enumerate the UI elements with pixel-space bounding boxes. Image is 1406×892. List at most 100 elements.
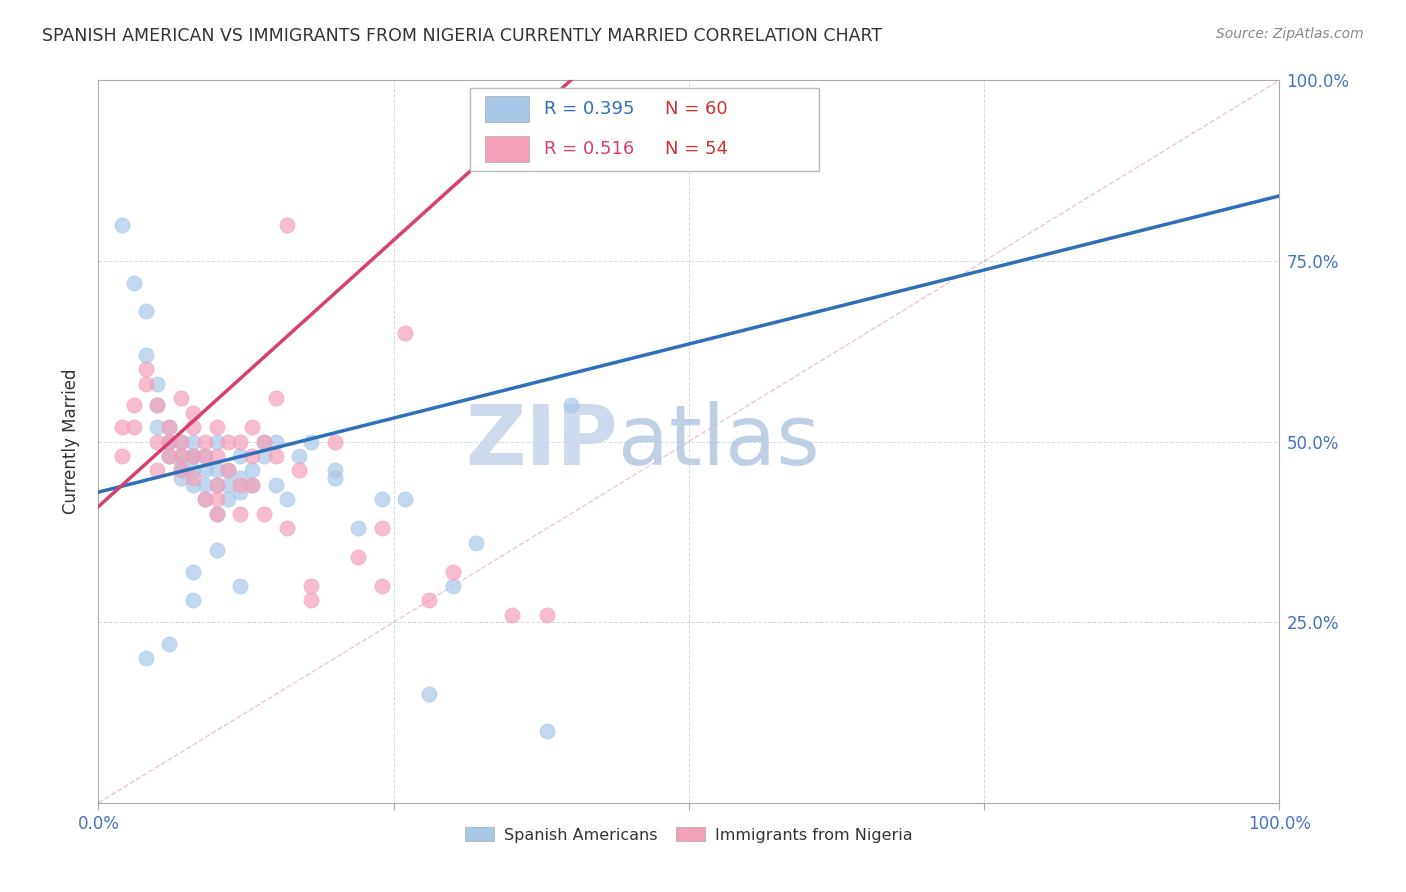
Point — [229, 507, 252, 521]
Text: ZIP: ZIP — [465, 401, 619, 482]
Point — [253, 434, 276, 449]
Point — [194, 492, 217, 507]
Point — [240, 449, 263, 463]
Point — [205, 478, 228, 492]
Point — [276, 218, 298, 232]
Point — [170, 449, 193, 463]
Text: R = 0.395: R = 0.395 — [544, 100, 634, 118]
Point — [347, 550, 370, 565]
Point — [205, 492, 228, 507]
Bar — [485, 95, 530, 122]
Point — [194, 434, 217, 449]
Y-axis label: Currently Married: Currently Married — [62, 368, 80, 515]
Point — [146, 463, 169, 477]
Point — [253, 434, 276, 449]
Point — [194, 478, 217, 492]
Point — [194, 449, 217, 463]
Point — [371, 521, 394, 535]
Point — [135, 362, 157, 376]
Point — [264, 449, 287, 463]
Point — [441, 579, 464, 593]
Point — [181, 406, 204, 420]
Point — [240, 478, 263, 492]
Point — [170, 463, 193, 477]
Point — [229, 449, 252, 463]
Text: SPANISH AMERICAN VS IMMIGRANTS FROM NIGERIA CURRENTLY MARRIED CORRELATION CHART: SPANISH AMERICAN VS IMMIGRANTS FROM NIGE… — [42, 27, 883, 45]
Text: R = 0.516: R = 0.516 — [544, 140, 634, 158]
Point — [217, 463, 239, 477]
Point — [157, 434, 180, 449]
Point — [146, 376, 169, 391]
Point — [111, 420, 134, 434]
Text: atlas: atlas — [619, 401, 820, 482]
Point — [536, 723, 558, 738]
Point — [299, 434, 322, 449]
Text: N = 54: N = 54 — [665, 140, 728, 158]
Point — [205, 434, 228, 449]
Point — [205, 542, 228, 557]
Point — [170, 463, 193, 477]
Point — [229, 478, 252, 492]
Point — [205, 420, 228, 434]
Point — [157, 449, 180, 463]
Point — [501, 607, 523, 622]
Point — [181, 449, 204, 463]
Point — [323, 470, 346, 484]
Point — [181, 449, 204, 463]
Point — [441, 565, 464, 579]
Point — [229, 579, 252, 593]
Point — [181, 593, 204, 607]
Point — [560, 398, 582, 412]
Point — [181, 463, 204, 477]
Text: Source: ZipAtlas.com: Source: ZipAtlas.com — [1216, 27, 1364, 41]
Point — [394, 326, 416, 340]
Point — [170, 456, 193, 470]
Point — [181, 478, 204, 492]
Point — [194, 449, 217, 463]
Point — [536, 607, 558, 622]
Point — [205, 463, 228, 477]
Point — [157, 449, 180, 463]
Point — [122, 276, 145, 290]
Point — [418, 687, 440, 701]
Point — [181, 470, 204, 484]
Point — [157, 434, 180, 449]
Point — [181, 420, 204, 434]
Point — [194, 492, 217, 507]
Point — [111, 449, 134, 463]
Point — [217, 478, 239, 492]
Point — [217, 492, 239, 507]
Point — [170, 434, 193, 449]
Point — [371, 492, 394, 507]
Bar — [485, 136, 530, 162]
Point — [205, 449, 228, 463]
Point — [276, 492, 298, 507]
Point — [299, 579, 322, 593]
Point — [205, 478, 228, 492]
Point — [264, 391, 287, 405]
Point — [135, 651, 157, 665]
Point — [229, 470, 252, 484]
Point — [240, 420, 263, 434]
Point — [264, 434, 287, 449]
Point — [323, 463, 346, 477]
Point — [170, 449, 193, 463]
Point — [181, 434, 204, 449]
Point — [146, 434, 169, 449]
Point — [135, 348, 157, 362]
Point — [157, 420, 180, 434]
Point — [157, 434, 180, 449]
Point — [418, 593, 440, 607]
Point — [205, 507, 228, 521]
Point — [299, 593, 322, 607]
Point — [276, 521, 298, 535]
Point — [170, 470, 193, 484]
Point — [135, 376, 157, 391]
Point — [146, 420, 169, 434]
Legend: Spanish Americans, Immigrants from Nigeria: Spanish Americans, Immigrants from Niger… — [460, 821, 918, 849]
Point — [146, 398, 169, 412]
Point — [253, 449, 276, 463]
Point — [194, 463, 217, 477]
Point — [288, 449, 311, 463]
Point — [465, 535, 488, 549]
